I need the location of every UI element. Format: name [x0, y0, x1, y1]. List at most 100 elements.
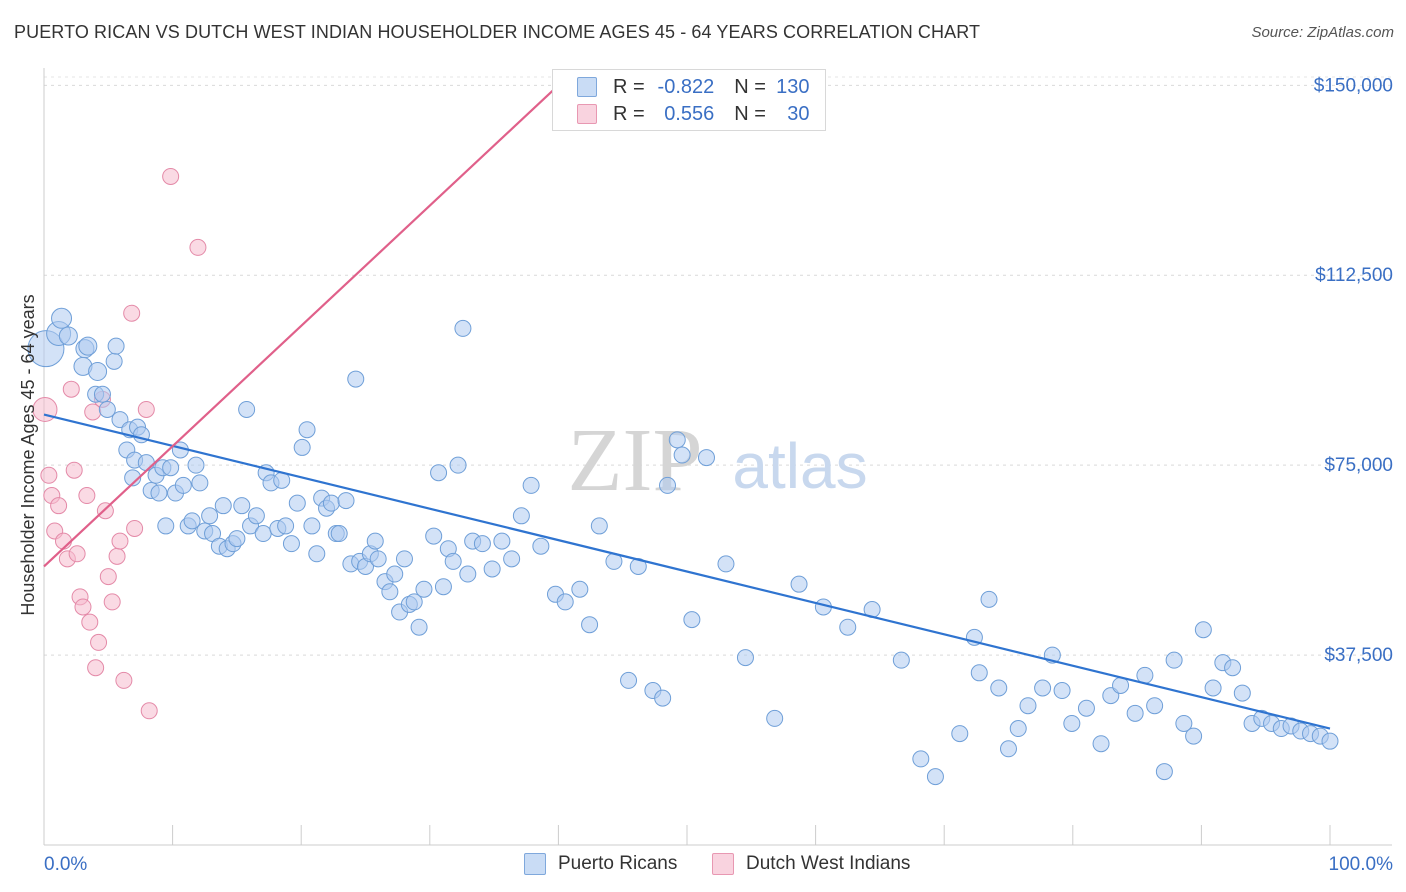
x-tick-label: 0.0%: [44, 854, 87, 875]
data-point-puerto-ricans: [1204, 679, 1222, 697]
data-point-dutch-west-indians: [81, 613, 99, 631]
bottom-legend-label: Dutch West Indians: [746, 853, 911, 874]
data-point-puerto-ricans: [1019, 697, 1037, 715]
data-point-puerto-ricans: [434, 578, 452, 596]
data-point-puerto-ricans: [254, 525, 272, 543]
data-point-dutch-west-indians: [140, 702, 158, 720]
data-point-puerto-ricans: [88, 361, 108, 381]
data-point-puerto-ricans: [449, 456, 467, 474]
data-point-puerto-ricans: [105, 352, 123, 370]
data-point-dutch-west-indians: [62, 380, 80, 398]
data-point-puerto-ricans: [303, 517, 321, 535]
data-point-puerto-ricans: [454, 319, 472, 337]
y-tick-label: $150,000: [1314, 75, 1393, 96]
data-point-puerto-ricans: [659, 476, 677, 494]
source-label: Source: ZipAtlas.com: [1251, 24, 1394, 41]
data-point-puerto-ricans: [629, 557, 647, 575]
legend-row-dutch-west-indians: R = 0.556 N = 30: [577, 101, 810, 127]
correlation-legend: R = -0.822 N = 130 R = 0.556 N = 30: [552, 69, 826, 131]
data-point-puerto-ricans: [369, 550, 387, 568]
data-point-dutch-west-indians: [108, 547, 126, 565]
data-point-puerto-ricans: [1077, 699, 1095, 717]
data-point-puerto-ricans: [98, 400, 116, 418]
data-point-puerto-ricans: [322, 494, 340, 512]
data-point-puerto-ricans: [58, 326, 78, 346]
data-point-puerto-ricans: [201, 507, 219, 525]
data-point-puerto-ricans: [1034, 679, 1052, 697]
data-point-puerto-ricans: [1321, 732, 1339, 750]
data-point-puerto-ricans: [512, 507, 530, 525]
data-point-puerto-ricans: [157, 517, 175, 535]
data-point-dutch-west-indians: [50, 497, 68, 515]
data-point-puerto-ricans: [556, 593, 574, 611]
data-point-puerto-ricans: [620, 671, 638, 689]
legend-n-label: N =: [734, 102, 766, 125]
trend-line-dutch-west-indians: [43, 84, 560, 568]
data-point-puerto-ricans: [483, 560, 501, 578]
legend-r-label: R =: [613, 102, 645, 125]
data-point-dutch-west-indians: [87, 659, 105, 677]
data-point-puerto-ricans: [912, 750, 930, 768]
data-point-puerto-ricans: [282, 535, 300, 553]
data-point-puerto-ricans: [493, 532, 511, 550]
y-axis-label: Householder Income Ages 45 - 64 years: [18, 294, 38, 615]
bottom-legend-puerto-ricans: Puerto Ricans: [524, 852, 677, 876]
data-point-puerto-ricans: [107, 337, 125, 355]
data-point-puerto-ricans: [233, 497, 251, 515]
data-point-puerto-ricans: [697, 449, 715, 467]
legend-swatch-pink: [577, 104, 597, 124]
data-point-puerto-ricans: [162, 459, 180, 477]
data-point-puerto-ricans: [1194, 621, 1212, 639]
legend-n-value: 30: [787, 102, 810, 125]
data-point-puerto-ricans: [78, 336, 98, 356]
bottom-legend-swatch-blue: [524, 853, 546, 875]
data-point-dutch-west-indians: [189, 238, 207, 256]
watermark: ZIP atlas: [568, 411, 868, 510]
data-point-dutch-west-indians: [74, 598, 92, 616]
data-point-puerto-ricans: [228, 530, 246, 548]
data-point-puerto-ricans: [790, 575, 808, 593]
data-point-puerto-ricans: [1063, 714, 1081, 732]
data-point-puerto-ricans: [174, 476, 192, 494]
data-point-puerto-ricans: [1224, 659, 1242, 677]
data-point-puerto-ricans: [238, 400, 256, 418]
data-point-puerto-ricans: [581, 616, 599, 634]
data-point-puerto-ricans: [839, 618, 857, 636]
data-point-puerto-ricans: [191, 474, 209, 492]
y-tick-label: $37,500: [1324, 645, 1393, 666]
bottom-legend-dutch-west-indians: Dutch West Indians: [712, 852, 910, 876]
data-point-dutch-west-indians: [65, 461, 83, 479]
data-point-puerto-ricans: [1233, 684, 1251, 702]
data-point-puerto-ricans: [337, 492, 355, 510]
legend-swatch-blue: [577, 77, 597, 97]
data-point-puerto-ricans: [532, 537, 550, 555]
data-point-puerto-ricans: [214, 497, 232, 515]
data-point-dutch-west-indians: [103, 593, 121, 611]
data-point-puerto-ricans: [1185, 727, 1203, 745]
watermark-atlas: atlas: [732, 430, 867, 502]
data-point-puerto-ricans: [425, 527, 443, 545]
data-point-puerto-ricans: [277, 517, 295, 535]
data-point-puerto-ricans: [590, 517, 608, 535]
legend-n-value: 130: [776, 75, 810, 98]
data-point-dutch-west-indians: [99, 568, 117, 586]
data-point-dutch-west-indians: [68, 545, 86, 563]
legend-r-label: R =: [613, 75, 645, 98]
data-point-puerto-ricans: [395, 550, 413, 568]
data-point-puerto-ricans: [1165, 651, 1183, 669]
data-point-puerto-ricans: [51, 307, 73, 329]
data-point-puerto-ricans: [381, 583, 399, 601]
data-point-dutch-west-indians: [78, 487, 96, 505]
data-point-puerto-ricans: [892, 651, 910, 669]
data-point-puerto-ricans: [187, 456, 205, 474]
data-point-puerto-ricans: [990, 679, 1008, 697]
data-point-dutch-west-indians: [90, 633, 108, 651]
data-point-puerto-ricans: [430, 464, 448, 482]
data-point-puerto-ricans: [405, 593, 423, 611]
data-point-puerto-ricans: [736, 649, 754, 667]
data-point-puerto-ricans: [183, 512, 201, 530]
data-point-puerto-ricans: [1146, 697, 1164, 715]
data-point-dutch-west-indians: [40, 466, 58, 484]
data-point-puerto-ricans: [683, 611, 701, 629]
